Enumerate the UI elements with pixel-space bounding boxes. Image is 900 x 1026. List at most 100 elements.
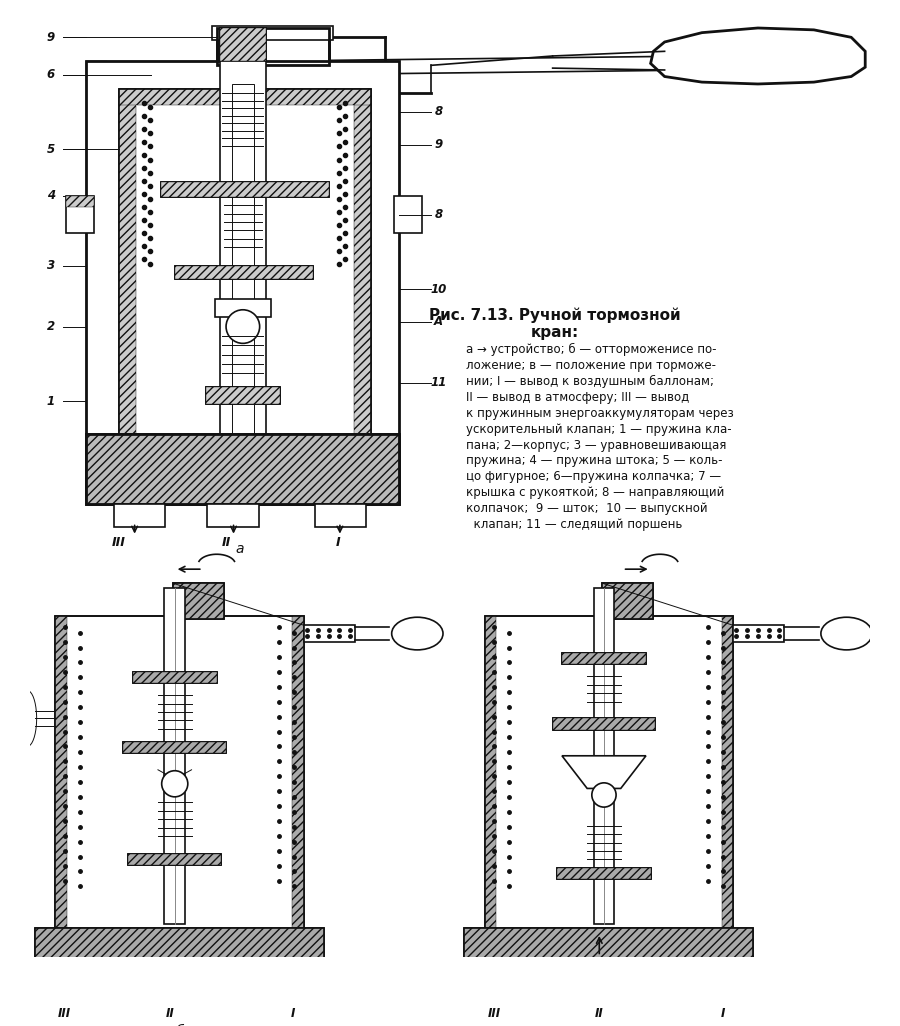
Text: 11: 11 bbox=[431, 377, 447, 389]
Text: II: II bbox=[595, 1007, 604, 1020]
Bar bbox=[55, 616, 303, 933]
Bar bbox=[557, 868, 651, 879]
Bar bbox=[123, 742, 226, 753]
Bar bbox=[175, 266, 313, 279]
Bar bbox=[215, 299, 271, 317]
Bar bbox=[205, 387, 280, 404]
Bar bbox=[86, 434, 399, 504]
Text: II — вывод в атмосферу; III — вывод: II — вывод в атмосферу; III — вывод bbox=[466, 391, 689, 404]
Bar bbox=[562, 654, 646, 665]
Bar bbox=[602, 583, 653, 619]
Bar bbox=[133, 672, 217, 683]
Text: III: III bbox=[112, 536, 126, 549]
Text: A: A bbox=[434, 315, 444, 328]
Bar bbox=[217, 28, 328, 66]
Bar bbox=[165, 588, 185, 923]
Bar bbox=[133, 672, 217, 683]
Bar bbox=[35, 929, 324, 965]
Bar bbox=[220, 28, 266, 61]
Bar bbox=[66, 196, 94, 233]
Text: 3: 3 bbox=[47, 260, 55, 273]
Bar bbox=[212, 26, 333, 40]
Bar bbox=[484, 616, 733, 933]
Text: в: в bbox=[605, 1024, 613, 1026]
Bar bbox=[722, 616, 733, 933]
Bar bbox=[217, 28, 328, 66]
Bar bbox=[292, 616, 303, 933]
Text: крышка с рукояткой; 8 — направляющий: крышка с рукояткой; 8 — направляющий bbox=[466, 486, 724, 499]
Bar bbox=[86, 434, 399, 504]
Bar bbox=[484, 616, 496, 933]
Text: колпачок;  9 — шток;  10 — выпускной: колпачок; 9 — шток; 10 — выпускной bbox=[466, 502, 707, 515]
Bar bbox=[553, 718, 655, 729]
Bar bbox=[205, 387, 280, 404]
Bar bbox=[217, 28, 328, 66]
Bar bbox=[123, 742, 226, 753]
Text: ускорительный клапан; 1 — пружина кла-: ускорительный клапан; 1 — пружина кла- bbox=[466, 423, 732, 436]
Bar bbox=[602, 583, 653, 619]
Bar bbox=[66, 196, 94, 207]
Bar bbox=[173, 583, 224, 619]
Bar bbox=[35, 929, 324, 965]
Text: 8: 8 bbox=[435, 106, 443, 118]
Text: к пружинным энергоаккумуляторам через: к пружинным энергоаккумуляторам через bbox=[466, 407, 734, 420]
Bar bbox=[394, 196, 422, 233]
Text: II: II bbox=[166, 1007, 175, 1020]
Bar bbox=[173, 583, 224, 619]
Bar bbox=[354, 88, 371, 476]
Bar bbox=[175, 266, 313, 279]
Text: пана; 2—корпус; 3 — уравновешивающая: пана; 2—корпус; 3 — уравновешивающая bbox=[466, 438, 726, 451]
Text: I: I bbox=[291, 1007, 295, 1020]
Text: кран:: кран: bbox=[530, 324, 579, 340]
Bar bbox=[562, 654, 646, 665]
Text: III: III bbox=[487, 1007, 500, 1020]
Text: 4: 4 bbox=[47, 190, 55, 202]
Bar bbox=[86, 61, 106, 500]
Bar bbox=[464, 929, 753, 965]
Bar bbox=[119, 88, 371, 106]
Polygon shape bbox=[562, 756, 646, 788]
Text: Рис. 7.13. Ручной тормозной: Рис. 7.13. Ручной тормозной bbox=[428, 308, 680, 323]
Text: клапан; 11 — следящий поршень: клапан; 11 — следящий поршень bbox=[466, 518, 682, 530]
Bar bbox=[602, 583, 653, 619]
Text: 8: 8 bbox=[435, 208, 443, 222]
Bar bbox=[231, 84, 254, 438]
Bar bbox=[119, 88, 371, 476]
Bar bbox=[175, 266, 313, 279]
Bar bbox=[161, 182, 328, 197]
Text: 9: 9 bbox=[435, 139, 443, 151]
Text: б: б bbox=[176, 1024, 184, 1026]
Text: пружина; 4 — пружина штока; 5 — коль-: пружина; 4 — пружина штока; 5 — коль- bbox=[466, 455, 723, 468]
Bar bbox=[119, 88, 136, 476]
Text: I: I bbox=[336, 536, 340, 549]
Bar bbox=[378, 61, 399, 500]
Bar bbox=[557, 868, 651, 879]
Bar bbox=[128, 854, 221, 865]
Text: 5: 5 bbox=[47, 143, 55, 156]
Bar bbox=[733, 625, 784, 642]
Bar bbox=[594, 588, 614, 923]
Text: II: II bbox=[221, 536, 230, 549]
Bar bbox=[220, 28, 266, 448]
Bar bbox=[86, 61, 399, 81]
Text: нии; I — вывод к воздушным баллонам;: нии; I — вывод к воздушным баллонам; bbox=[466, 376, 714, 388]
Text: а: а bbox=[236, 543, 244, 556]
Bar bbox=[128, 854, 221, 865]
Bar bbox=[706, 965, 739, 986]
Text: ложение; в — положение при торможе-: ложение; в — положение при торможе- bbox=[466, 359, 716, 372]
Text: 6: 6 bbox=[47, 68, 55, 81]
Bar bbox=[161, 182, 328, 197]
Text: а → устройство; б — отторможенисе по-: а → устройство; б — отторможенисе по- bbox=[466, 344, 716, 356]
Bar bbox=[133, 672, 217, 683]
Bar bbox=[173, 583, 224, 619]
Bar bbox=[553, 718, 655, 729]
Bar bbox=[277, 965, 310, 986]
Bar bbox=[478, 965, 510, 986]
Bar bbox=[86, 434, 399, 504]
Text: 2: 2 bbox=[47, 320, 55, 333]
Text: III: III bbox=[58, 1007, 71, 1020]
Circle shape bbox=[162, 771, 188, 797]
Ellipse shape bbox=[821, 618, 872, 649]
Text: цо фигурное; 6—пружина колпачка; 7 —: цо фигурное; 6—пружина колпачка; 7 — bbox=[466, 470, 721, 483]
Bar bbox=[562, 654, 646, 665]
